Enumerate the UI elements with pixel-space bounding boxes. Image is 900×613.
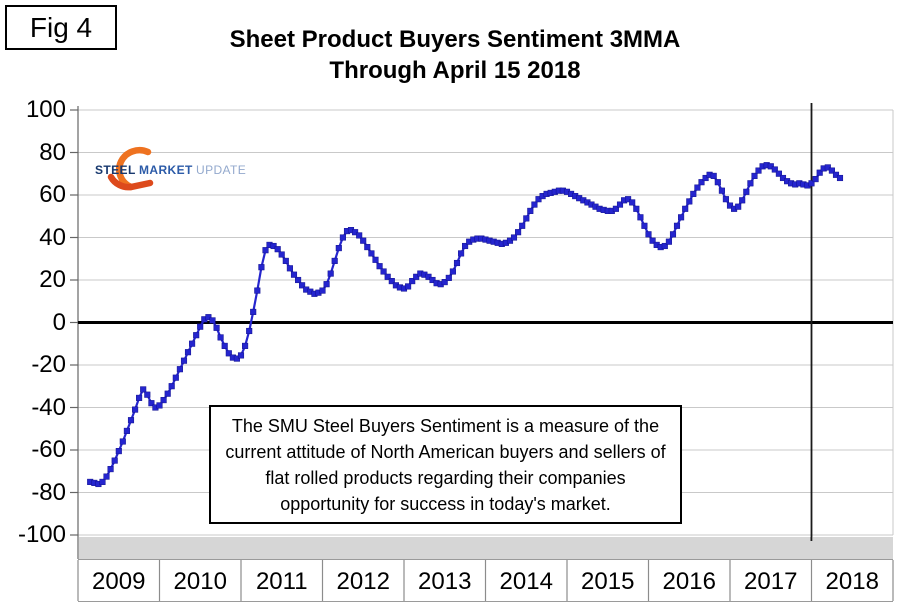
figure-label-box: Fig 4 — [5, 5, 117, 50]
y-axis-ticks-group — [70, 109, 78, 536]
y-axis-tick-label: 40 — [39, 223, 66, 251]
x-axis-year-label: 2015 — [581, 568, 635, 595]
logo-text-steel: STEEL — [95, 163, 136, 177]
x-axis-year-label: 2013 — [418, 568, 472, 595]
x-axis-year-label: 2009 — [92, 568, 146, 595]
x-axis-year-label: 2012 — [336, 568, 390, 595]
x-axis-year-label: 2018 — [825, 568, 879, 595]
x-axis-year-label: 2016 — [662, 568, 716, 595]
note-line: current attitude of North American buyer… — [225, 441, 666, 462]
x-axis-year-label: 2017 — [744, 568, 798, 595]
logo-text-update: UPDATE — [196, 163, 246, 177]
note-box: The SMU Steel Buyers Sentiment is a meas… — [209, 405, 682, 524]
x-axis-year-label: 2011 — [255, 568, 308, 595]
logo-crescent-bottom-icon — [107, 173, 154, 191]
chart-title: Sheet Product Buyers Sentiment 3MMA Thro… — [0, 24, 900, 86]
chart-title-line1: Sheet Product Buyers Sentiment 3MMA — [229, 26, 681, 53]
chart-title-line2: Through April 15 2018 — [329, 57, 581, 84]
y-axis-tick-label: -80 — [31, 478, 66, 506]
y-axis-tick-label: 20 — [39, 266, 66, 293]
y-axis-tick-label: -40 — [31, 393, 66, 421]
year-separators-group — [77, 560, 894, 601]
y-axis-tick-label: -100 — [17, 521, 66, 548]
logo-crescent-icon — [115, 147, 152, 191]
y-axis-tick-label: 60 — [39, 181, 66, 208]
note-line: flat rolled products regarding their com… — [265, 467, 626, 488]
x-axis-year-label: 2014 — [499, 568, 553, 595]
logo-text-market: MARKET — [139, 163, 193, 177]
steel-market-update-logo: STEEL MARKET UPDATE — [95, 147, 246, 191]
note-line: opportunity for success in today's marke… — [280, 493, 611, 514]
smu-logo: STEEL MARKET UPDATE — [84, 146, 264, 192]
y-axis-tick-label: -20 — [31, 351, 66, 378]
y-axis-tick-label: 100 — [25, 96, 66, 123]
data-point-markers-group — [87, 162, 844, 488]
note-line: The SMU Steel Buyers Sentiment is a meas… — [231, 415, 660, 436]
figure-label: Fig 4 — [29, 11, 93, 43]
x-axis-year-label: 2010 — [173, 568, 227, 595]
y-axis-tick-label: 80 — [39, 138, 66, 166]
y-axis-tick-label: 0 — [52, 308, 66, 336]
hatch-ticks-group — [79, 537, 893, 559]
y-axis-tick-label: -60 — [31, 436, 66, 463]
